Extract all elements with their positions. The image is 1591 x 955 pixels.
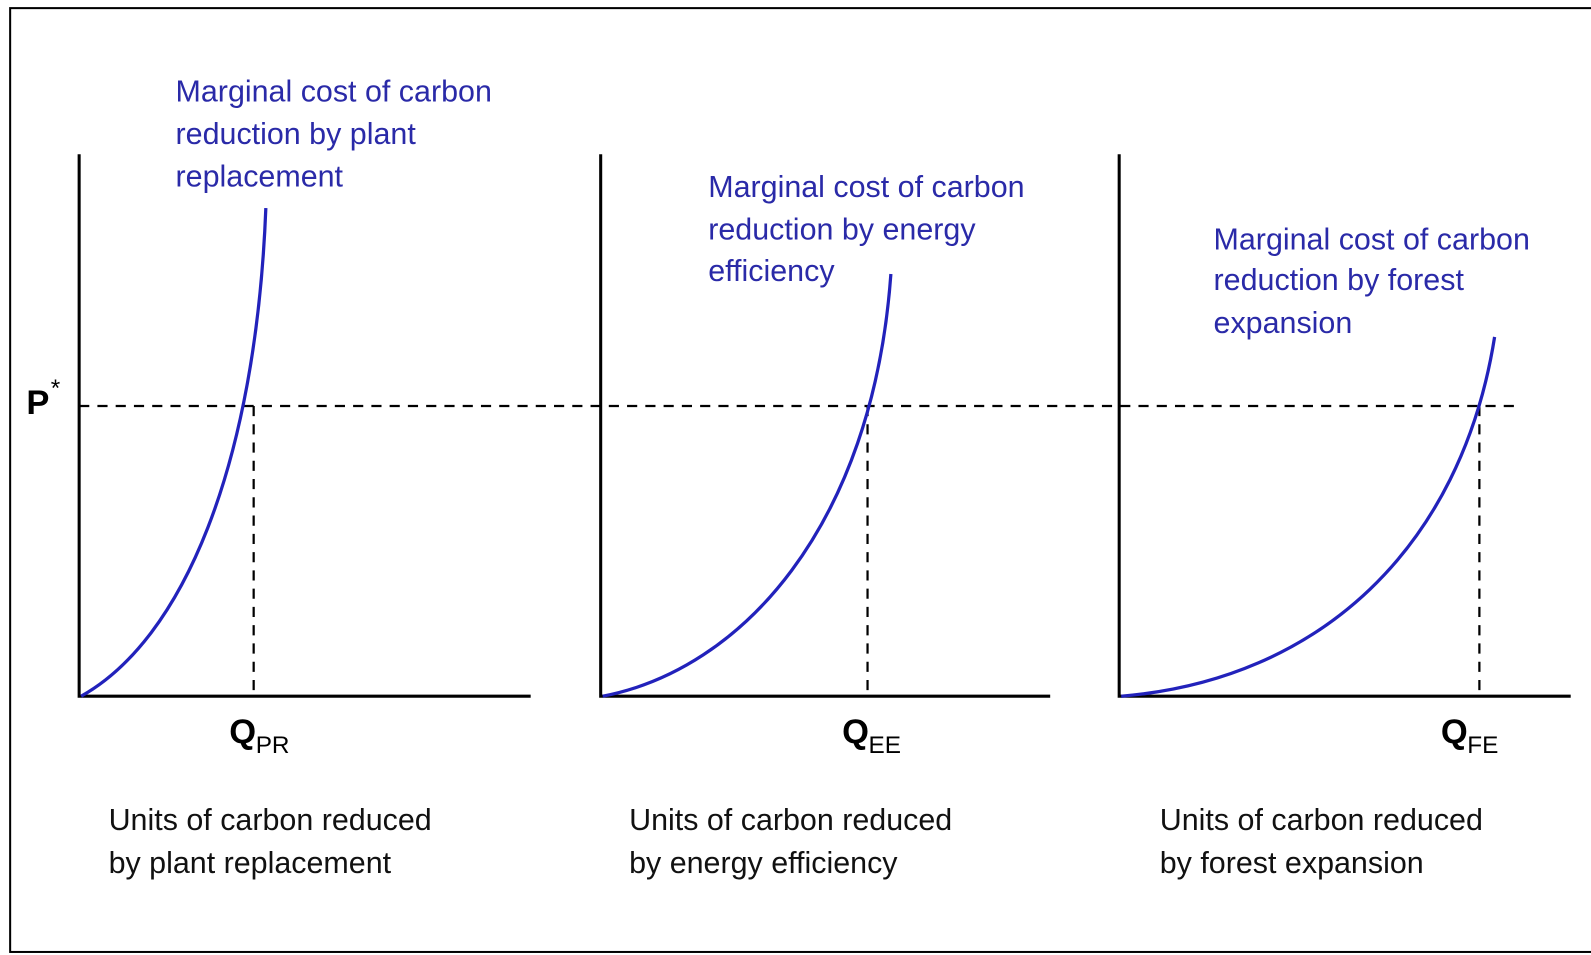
curve-label: reduction by energy bbox=[708, 213, 976, 247]
axes bbox=[77, 154, 531, 698]
curve-label: reduction by plant bbox=[176, 117, 417, 151]
q-label-sub: EE bbox=[869, 732, 901, 759]
cost-curve bbox=[1121, 336, 1497, 698]
curve-label: efficiency bbox=[708, 254, 835, 288]
axis-label: Units of carbon reduced bbox=[109, 803, 432, 837]
axis-label: Units of carbon reduced bbox=[1160, 803, 1483, 837]
curve-label: expansion bbox=[1214, 306, 1353, 340]
p-label: P bbox=[26, 384, 49, 422]
cost-curve bbox=[80, 207, 268, 698]
frame bbox=[9, 7, 1591, 953]
p-label-sup: * bbox=[51, 375, 61, 402]
axis-label: by energy efficiency bbox=[629, 846, 898, 880]
axes bbox=[1117, 154, 1571, 698]
axis-label: Units of carbon reduced bbox=[629, 803, 952, 837]
curve-label: replacement bbox=[176, 160, 344, 194]
q-label: Q bbox=[229, 713, 256, 751]
curve-label: reduction by forest bbox=[1214, 263, 1465, 297]
curve-label: Marginal cost of carbon bbox=[176, 74, 492, 108]
q-label: Q bbox=[842, 713, 869, 751]
curve-label: Marginal cost of carbon bbox=[1214, 223, 1530, 257]
axis-label: by forest expansion bbox=[1160, 846, 1424, 880]
curve-label: Marginal cost of carbon bbox=[708, 170, 1024, 204]
q-label-sub: PR bbox=[256, 732, 290, 759]
q-label: Q bbox=[1441, 713, 1468, 751]
axes bbox=[599, 154, 1051, 698]
axis-label: by plant replacement bbox=[109, 846, 392, 880]
cost-curve bbox=[602, 273, 893, 698]
q-label-sub: FE bbox=[1467, 732, 1498, 759]
